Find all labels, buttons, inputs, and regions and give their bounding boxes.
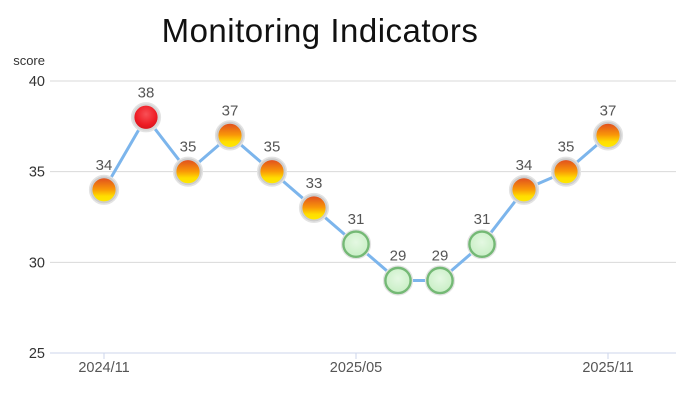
data-label: 33 xyxy=(306,175,323,192)
y-axis-title: score xyxy=(13,53,45,68)
chart-title: Monitoring Indicators xyxy=(161,12,479,49)
x-tick-label: 2025/11 xyxy=(582,360,633,376)
data-point: 33 xyxy=(298,175,330,224)
marker-halo xyxy=(592,120,624,151)
marker-halo xyxy=(88,174,120,205)
data-label: 29 xyxy=(432,247,449,264)
marker-halo xyxy=(424,265,456,296)
marker-orange xyxy=(174,158,202,186)
data-label: 38 xyxy=(138,84,155,101)
data-label: 31 xyxy=(348,211,365,228)
data-point: 38 xyxy=(130,84,162,133)
marker-halo xyxy=(130,102,162,133)
marker-halo xyxy=(382,265,414,296)
marker-green xyxy=(384,266,412,295)
marker-halo xyxy=(172,156,204,187)
x-tick-label: 2025/05 xyxy=(330,360,382,376)
marker-orange xyxy=(216,121,244,149)
data-point: 34 xyxy=(88,157,120,205)
data-label: 29 xyxy=(390,247,407,264)
marker-orange xyxy=(552,158,580,186)
marker-halo xyxy=(298,192,330,224)
marker-orange xyxy=(510,176,538,204)
y-tick-label-35: 35 xyxy=(29,165,45,181)
data-label: 31 xyxy=(474,211,491,228)
x-tick-label: 2024/11 xyxy=(78,360,129,376)
data-label: 37 xyxy=(600,102,617,119)
y-tick-label-40: 40 xyxy=(29,74,45,90)
marker-halo xyxy=(256,156,288,187)
data-point: 31 xyxy=(340,211,372,260)
marker-red xyxy=(132,103,160,131)
data-label: 37 xyxy=(222,102,239,119)
data-point: 29 xyxy=(382,247,414,296)
data-point: 29 xyxy=(424,247,456,296)
marker-halo xyxy=(214,120,246,151)
marker-green xyxy=(342,230,370,258)
data-point: 31 xyxy=(466,211,498,260)
marker-green xyxy=(426,266,454,295)
data-label: 35 xyxy=(180,139,197,156)
marker-halo xyxy=(340,229,372,260)
data-point: 37 xyxy=(592,102,624,151)
marker-orange xyxy=(594,121,622,149)
marker-green xyxy=(468,230,496,258)
data-label: 35 xyxy=(558,139,575,156)
data-point: 37 xyxy=(214,102,246,151)
data-point: 35 xyxy=(172,139,204,187)
data-label: 34 xyxy=(96,157,113,174)
data-label: 35 xyxy=(264,139,281,156)
marker-orange xyxy=(258,158,286,186)
data-label: 34 xyxy=(516,157,533,174)
data-point: 34 xyxy=(508,157,540,205)
marker-halo xyxy=(508,174,540,205)
y-tick-label-25: 25 xyxy=(29,346,45,362)
data-point: 35 xyxy=(550,139,582,187)
data-point: 35 xyxy=(256,139,288,187)
marker-halo xyxy=(466,229,498,260)
marker-halo xyxy=(550,156,582,187)
marker-orange xyxy=(300,194,328,222)
marker-orange xyxy=(90,176,118,204)
y-tick-label-30: 30 xyxy=(29,255,45,271)
